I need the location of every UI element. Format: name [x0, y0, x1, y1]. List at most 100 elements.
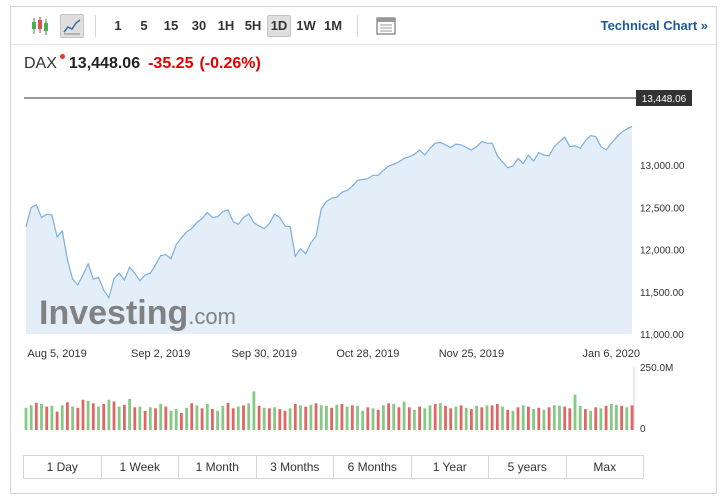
volume-bar	[76, 407, 80, 430]
price-change-pct: (-0.26%)	[199, 55, 261, 72]
volume-bar	[625, 407, 629, 430]
interval-1m[interactable]: 1M	[323, 18, 343, 33]
volume-bar	[366, 407, 370, 430]
interval-5h[interactable]: 5H	[244, 18, 262, 33]
volume-bar	[91, 403, 95, 430]
volume-bar	[164, 406, 168, 430]
volume-bar	[71, 406, 74, 430]
volume-bar	[537, 407, 541, 430]
time-range-selector: 1 Day 1 Week 1 Month 3 Months 6 Months 1…	[23, 455, 644, 479]
volume-bar	[55, 411, 59, 430]
calendar-icon[interactable]	[374, 14, 398, 38]
volume-bar	[138, 406, 142, 430]
volume-bar	[568, 408, 572, 430]
price-chart[interactable]: Investing.com 13,448.06 13,000.00 12,500.00…	[11, 7, 716, 447]
volume-bar	[511, 410, 515, 430]
toolbar: 1 5 15 30 1H 5H 1D 1W 1M Technical Chart…	[11, 7, 716, 45]
interval-1[interactable]: 1	[114, 18, 122, 33]
interval-15[interactable]: 15	[163, 18, 179, 33]
volume-bar	[490, 405, 494, 430]
volume-bar	[459, 405, 463, 430]
volume-bar	[24, 407, 28, 430]
volume-bar	[387, 403, 390, 430]
volume-bar	[413, 409, 416, 430]
volume-bar	[97, 406, 100, 430]
range-1-month[interactable]: 1 Month	[179, 456, 257, 478]
volume-bar	[397, 407, 401, 430]
interval-30[interactable]: 30	[191, 18, 207, 33]
range-6-months[interactable]: 6 Months	[334, 456, 412, 478]
volume-bar	[169, 410, 173, 430]
volume-bar	[552, 405, 556, 430]
volume-bar	[609, 404, 613, 430]
volume-bar	[563, 406, 567, 430]
range-3-months[interactable]: 3 Months	[257, 456, 334, 478]
range-1-week[interactable]: 1 Week	[102, 456, 179, 478]
volume-bar	[236, 406, 240, 430]
volume-bar	[340, 404, 344, 430]
symbol-name: DAX	[24, 55, 57, 72]
volume-bar	[589, 410, 592, 430]
range-1-day[interactable]: 1 Day	[24, 456, 102, 478]
price-tick-label: 11,000.00	[640, 330, 684, 341]
volume-bar	[578, 405, 582, 430]
technical-chart-link[interactable]: Technical Chart »	[600, 18, 708, 33]
volume-bar	[40, 404, 43, 430]
volume-bar	[112, 401, 116, 430]
line-chart-icon[interactable]	[60, 14, 84, 38]
volume-bar	[66, 402, 69, 430]
volume-bar	[495, 404, 499, 430]
price-change: -35.25	[148, 55, 194, 72]
range-max[interactable]: Max	[593, 460, 617, 474]
volume-tick-label: 0	[640, 424, 646, 435]
volume-bar	[242, 405, 245, 430]
interval-1w[interactable]: 1W	[296, 18, 316, 33]
volume-bar	[50, 405, 54, 430]
volume-bar	[630, 405, 634, 430]
date-tick-label: Jan 6, 2020	[583, 348, 641, 360]
volume-bar	[273, 407, 276, 430]
volume-bar	[174, 409, 178, 430]
volume-bar	[231, 408, 235, 430]
volume-bar	[148, 407, 152, 430]
volume-bar	[123, 404, 126, 430]
volume-bar	[330, 407, 333, 430]
volume-bar	[392, 404, 396, 430]
date-tick-label: Oct 28, 2019	[336, 348, 399, 360]
date-tick-label: Nov 25, 2019	[439, 348, 504, 360]
toolbar-divider	[357, 15, 358, 37]
range-1-year[interactable]: 1 Year	[412, 456, 489, 478]
range-5-years[interactable]: 5 years	[489, 456, 567, 478]
volume-bar	[293, 404, 297, 430]
volume-bar	[464, 407, 468, 430]
price-tick-label: 11,500.00	[640, 288, 684, 299]
volume-bar	[185, 407, 188, 430]
interval-1h[interactable]: 1H	[217, 18, 235, 33]
volume-bar	[257, 405, 261, 430]
volume-bar	[449, 408, 453, 430]
volume-bar	[180, 412, 183, 430]
date-tick-label: Aug 5, 2019	[27, 348, 86, 360]
volume-bar	[433, 404, 437, 430]
volume-bar	[159, 404, 163, 430]
toolbar-divider	[95, 15, 96, 37]
volume-bar	[506, 409, 510, 430]
volume-bar	[60, 405, 64, 430]
volume-bar	[247, 403, 251, 430]
volume-bar	[558, 405, 561, 430]
interval-1d[interactable]: 1D	[267, 15, 291, 37]
market-status-dot	[59, 54, 65, 59]
volume-bar	[604, 405, 608, 430]
price-tick-label: 13,000.00	[640, 161, 685, 172]
date-tick-label: Sep 30, 2019	[232, 348, 297, 360]
volume-bar	[154, 408, 157, 430]
volume-bar	[428, 405, 432, 430]
volume-bar	[532, 409, 535, 430]
interval-5[interactable]: 5	[140, 18, 148, 33]
volume-bar	[190, 403, 194, 430]
price-area	[26, 126, 632, 335]
last-price-label: 13,448.06	[642, 94, 687, 105]
volume-bar	[262, 407, 266, 430]
candlestick-icon[interactable]	[28, 14, 52, 38]
volume-bar	[81, 399, 85, 430]
